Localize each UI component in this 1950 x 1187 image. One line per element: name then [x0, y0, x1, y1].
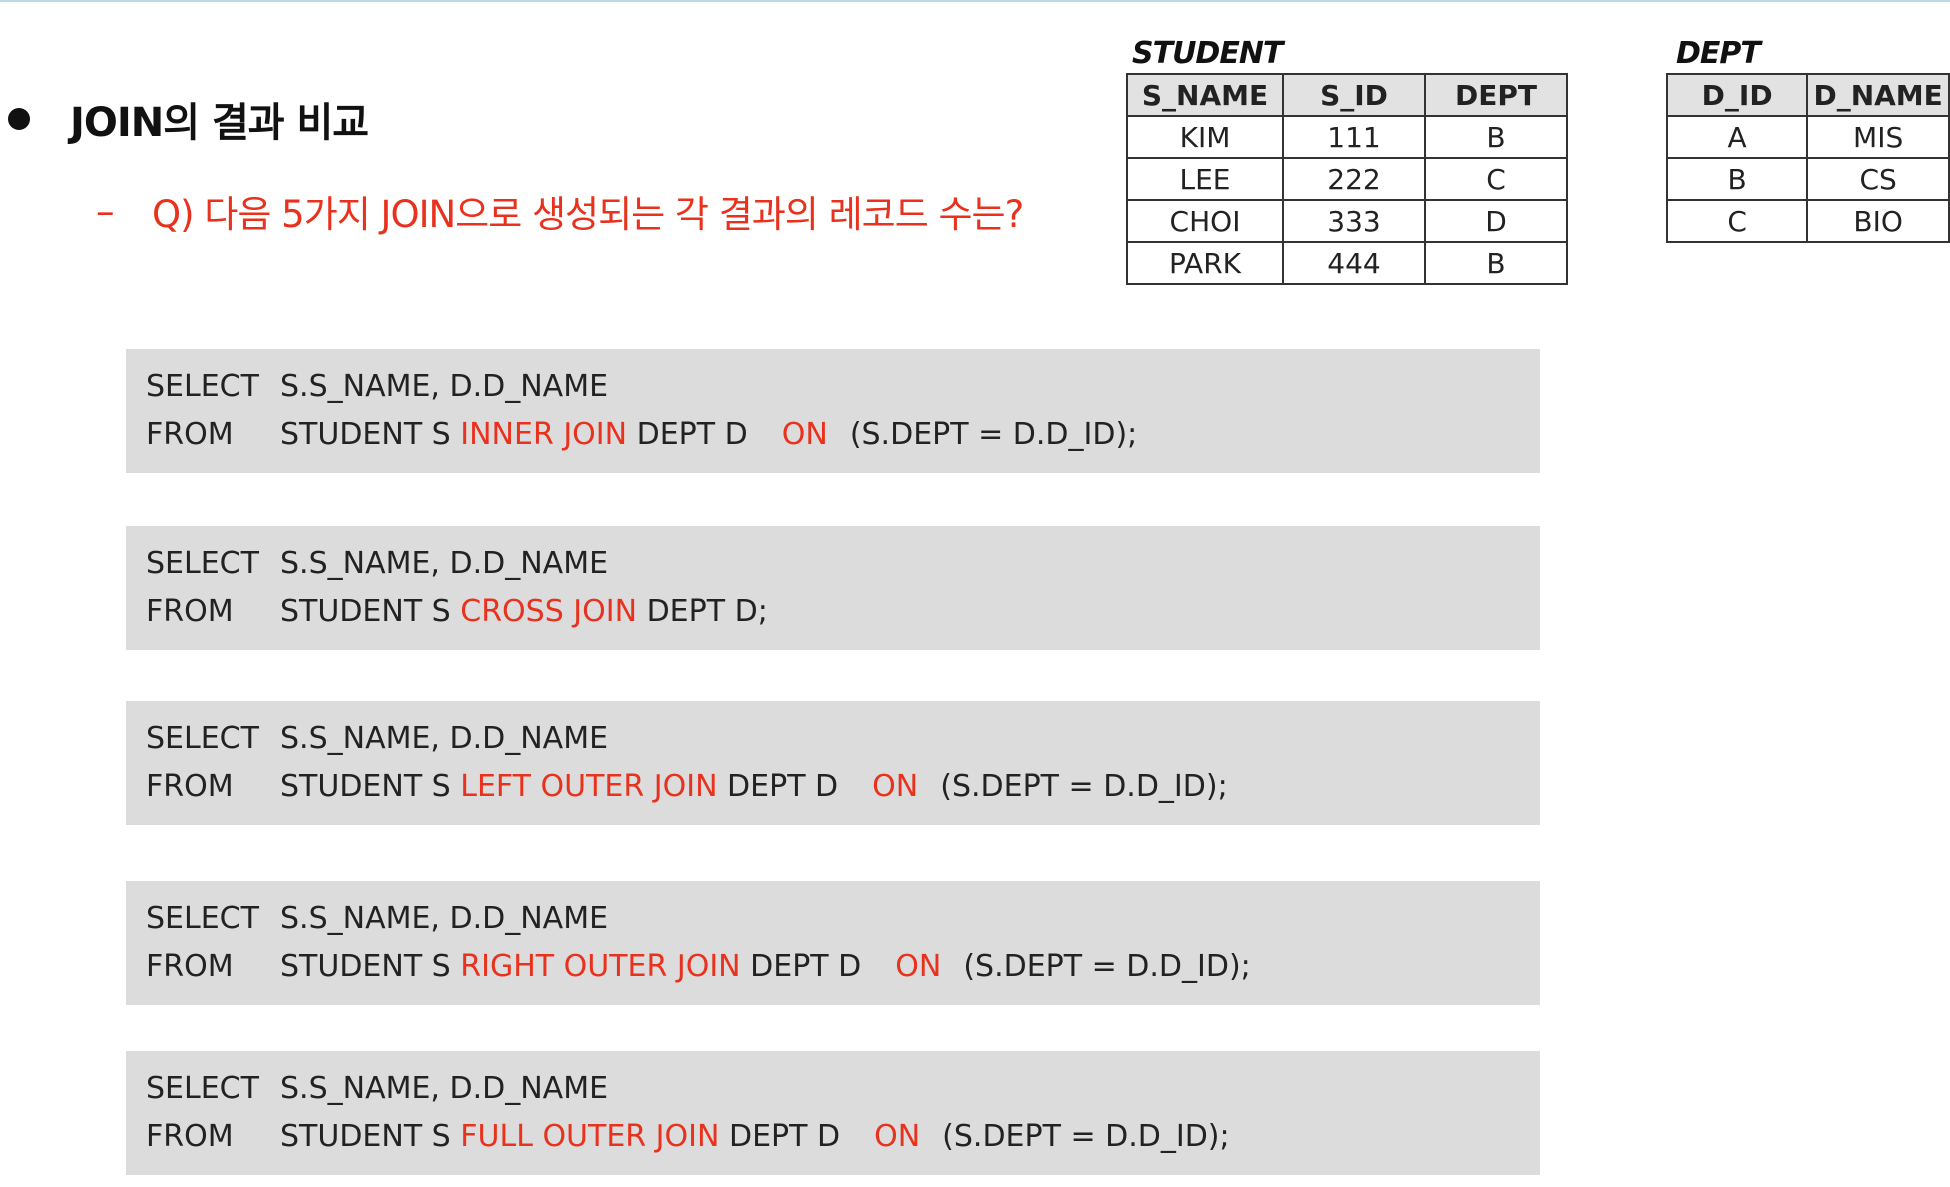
join-type: INNER JOIN	[460, 417, 628, 452]
on-keyword: ON	[895, 949, 942, 984]
join-condition: (S.DEPT = D.D_ID);	[849, 417, 1138, 452]
table-row: B CS	[1665, 157, 1950, 201]
select-keyword: SELECT	[146, 369, 259, 404]
from-table: STUDENT S	[280, 1119, 461, 1154]
from-keyword: FROM	[146, 417, 234, 452]
select-line: SELECT S.S_NAME, D.D_NAME	[146, 1069, 608, 1109]
table-cell: 222	[1282, 157, 1426, 201]
on-keyword: ON	[781, 417, 828, 452]
table-cell: PARK	[1126, 241, 1284, 285]
bullet-icon	[8, 108, 30, 130]
join-target: DEPT D;	[637, 594, 768, 629]
join-type: RIGHT OUTER JOIN	[460, 949, 741, 984]
table-row: A MIS	[1665, 115, 1950, 159]
dash-marker: –	[96, 189, 115, 233]
join-target: DEPT D	[717, 769, 839, 804]
table-cell: 444	[1282, 241, 1426, 285]
column-header: DEPT	[1424, 73, 1568, 117]
dept-table: D_ID D_NAME A MIS B CS C BIO	[1665, 73, 1950, 243]
from-line: FROM STUDENT S CROSS JOIN DEPT D;	[146, 592, 768, 632]
join-type: LEFT OUTER JOIN	[460, 769, 718, 804]
join-type: FULL OUTER JOIN	[460, 1119, 720, 1154]
join-target: DEPT D	[627, 417, 748, 452]
sql-query-full-outer-join: SELECT S.S_NAME, D.D_NAME FROM STUDENT S F…	[126, 1051, 1540, 1175]
join-target: DEPT D	[719, 1119, 841, 1154]
heading-row: JOIN의 결과 비교	[8, 90, 369, 148]
select-columns: S.S_NAME, D.D_NAME	[280, 901, 609, 936]
table-row: CHOI 333 D	[1126, 199, 1568, 243]
from-keyword: FROM	[146, 769, 234, 804]
from-line: FROM STUDENT S INNER JOIN DEPT D ON (S.DEPT…	[146, 415, 1137, 455]
select-keyword: SELECT	[146, 901, 259, 936]
select-line: SELECT S.S_NAME, D.D_NAME	[146, 719, 608, 759]
column-header: D_ID	[1665, 73, 1809, 117]
column-header: S_ID	[1282, 73, 1426, 117]
table-cell: KIM	[1126, 115, 1284, 159]
student-table: S_NAME S_ID DEPT KIM 111 B LEE 222 C CHO…	[1126, 73, 1568, 285]
table-cell: A	[1665, 115, 1809, 159]
student-table-block: STUDENT S_NAME S_ID DEPT KIM 111 B LEE 2…	[1126, 36, 1568, 285]
question-row: – Q) 다음 5가지 JOIN으로 생성되는 각 결과의 레코드 수는?	[96, 184, 1024, 238]
from-line: FROM STUDENT S RIGHT OUTER JOIN DEPT D ON (…	[146, 947, 1251, 987]
table-header-row: D_ID D_NAME	[1665, 73, 1950, 117]
from-keyword: FROM	[146, 1119, 234, 1154]
sql-query-inner-join: SELECT S.S_NAME, D.D_NAME FROM STUDENT S I…	[126, 349, 1540, 473]
table-cell: 111	[1282, 115, 1426, 159]
table-row: LEE 222 C	[1126, 157, 1568, 201]
dept-table-title: DEPT	[1676, 36, 1761, 71]
on-keyword: ON	[872, 769, 919, 804]
from-table: STUDENT S	[280, 417, 461, 452]
select-keyword: SELECT	[146, 1071, 259, 1106]
table-cell: 333	[1282, 199, 1426, 243]
join-condition: (S.DEPT = D.D_ID);	[942, 1119, 1230, 1154]
column-header: D_NAME	[1806, 73, 1950, 117]
sql-query-right-outer-join: SELECT S.S_NAME, D.D_NAME FROM STUDENT S R…	[126, 881, 1540, 1005]
sql-query-cross-join: SELECT S.S_NAME, D.D_NAME FROM STUDENT S C…	[126, 526, 1540, 650]
table-row: KIM 111 B	[1126, 115, 1568, 159]
table-cell: MIS	[1806, 115, 1950, 159]
join-condition: (S.DEPT = D.D_ID);	[963, 949, 1251, 984]
from-line: FROM STUDENT S FULL OUTER JOIN DEPT D ON (S…	[146, 1117, 1230, 1157]
select-line: SELECT S.S_NAME, D.D_NAME	[146, 367, 608, 407]
from-table: STUDENT S	[280, 769, 461, 804]
table-cell: B	[1665, 157, 1809, 201]
select-line: SELECT S.S_NAME, D.D_NAME	[146, 899, 608, 939]
join-type: CROSS JOIN	[460, 594, 638, 629]
sql-query-left-outer-join: SELECT S.S_NAME, D.D_NAME FROM STUDENT S L…	[126, 701, 1540, 825]
table-cell: B	[1424, 115, 1568, 159]
student-table-title: STUDENT	[1132, 36, 1283, 71]
from-table: STUDENT S	[280, 949, 461, 984]
column-header: S_NAME	[1126, 73, 1284, 117]
from-keyword: FROM	[146, 949, 234, 984]
table-row: C BIO	[1665, 199, 1950, 243]
table-cell: D	[1424, 199, 1568, 243]
table-cell: CHOI	[1126, 199, 1284, 243]
dept-table-block: DEPT D_ID D_NAME A MIS B CS C BIO	[1665, 36, 1950, 243]
on-keyword: ON	[874, 1119, 921, 1154]
top-rule	[0, 0, 1950, 2]
table-header-row: S_NAME S_ID DEPT	[1126, 73, 1568, 117]
table-cell: B	[1424, 241, 1568, 285]
from-table: STUDENT S	[280, 594, 461, 629]
question-text: Q) 다음 5가지 JOIN으로 생성되는 각 결과의 레코드 수는?	[152, 193, 1024, 236]
table-cell: LEE	[1126, 157, 1284, 201]
select-columns: S.S_NAME, D.D_NAME	[280, 1071, 609, 1106]
select-keyword: SELECT	[146, 721, 259, 756]
select-keyword: SELECT	[146, 546, 259, 581]
table-cell: BIO	[1806, 199, 1950, 243]
table-cell: C	[1424, 157, 1568, 201]
table-cell: CS	[1806, 157, 1950, 201]
join-condition: (S.DEPT = D.D_ID);	[940, 769, 1228, 804]
select-columns: S.S_NAME, D.D_NAME	[280, 369, 609, 404]
select-line: SELECT S.S_NAME, D.D_NAME	[146, 544, 608, 584]
select-columns: S.S_NAME, D.D_NAME	[280, 721, 609, 756]
page-title: JOIN의 결과 비교	[70, 100, 369, 146]
from-keyword: FROM	[146, 594, 234, 629]
select-columns: S.S_NAME, D.D_NAME	[280, 546, 609, 581]
table-cell: C	[1665, 199, 1809, 243]
table-row: PARK 444 B	[1126, 241, 1568, 285]
join-target: DEPT D	[740, 949, 862, 984]
from-line: FROM STUDENT S LEFT OUTER JOIN DEPT D ON (S…	[146, 767, 1228, 807]
